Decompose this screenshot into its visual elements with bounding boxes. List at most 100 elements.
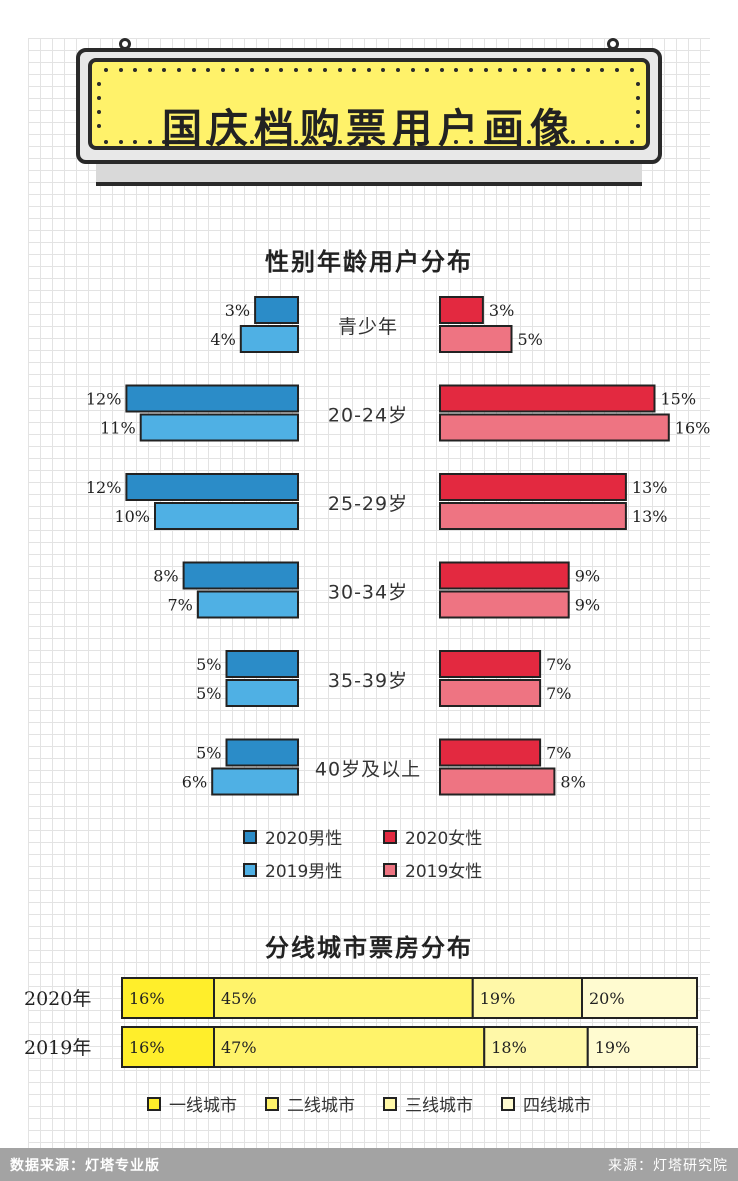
legend-tier3: 三线城市 <box>383 1091 473 1116</box>
sign-dot <box>220 68 225 72</box>
data-label: 3% <box>225 301 250 320</box>
sign-dot <box>571 68 576 72</box>
sign-dot <box>527 68 532 72</box>
bar <box>225 650 299 678</box>
sign-dot <box>556 140 561 144</box>
bar <box>439 767 556 796</box>
legend-swatch-tier2 <box>265 1096 279 1111</box>
sign-dot <box>323 68 327 72</box>
bar <box>125 384 300 413</box>
data-label: 5% <box>196 744 221 763</box>
sign-dot <box>410 68 415 72</box>
sign-dot <box>600 140 605 144</box>
sign-dot <box>104 68 108 72</box>
sign-dot <box>483 68 488 72</box>
sign-dot <box>235 140 240 144</box>
legend-label-tier2: 二线城市 <box>287 1096 355 1116</box>
legend-male-2019: 2019男性 <box>243 857 342 882</box>
sign-dot <box>381 140 386 144</box>
data-label: 7% <box>546 744 571 763</box>
bar <box>254 296 300 324</box>
data-label: 6% <box>182 773 207 792</box>
legend-label-female-2019: 2019女性 <box>405 862 483 882</box>
gender-age-pyramid-chart: 青少年3%4%3%5%20-24岁12%11%15%16%25-29岁12%10… <box>86 296 710 796</box>
legend-label-tier1: 一线城市 <box>169 1096 237 1116</box>
legend-swatch-female-2019 <box>383 862 397 877</box>
sign-dot <box>615 140 619 144</box>
sign-dot <box>636 124 640 128</box>
data-label: 12% <box>86 390 122 409</box>
data-label: 9% <box>575 596 600 615</box>
footer-source-right: 来源：灯塔研究院 <box>608 1158 728 1174</box>
legend-female-2019: 2019女性 <box>383 857 482 882</box>
sign-dot <box>97 96 101 100</box>
bar <box>196 590 299 619</box>
category-label: 20-24岁 <box>328 405 408 427</box>
sign-dot <box>133 68 138 72</box>
sign-board: 国庆档购票用户画像 <box>76 48 662 164</box>
sign-dot <box>264 68 269 72</box>
legend-tier1: 一线城市 <box>147 1091 237 1116</box>
sign-dot <box>250 68 254 72</box>
sign-dot <box>542 140 546 144</box>
legend-swatch-male-2019 <box>243 862 257 877</box>
data-label: 3% <box>489 301 514 320</box>
bar <box>439 325 513 353</box>
sign-panel: 国庆档购票用户画像 <box>88 58 650 152</box>
sign-dot <box>220 140 225 144</box>
data-label: 15% <box>661 390 697 409</box>
category-label: 35-39岁 <box>328 670 408 692</box>
data-label: 5% <box>196 655 221 674</box>
sign-dot <box>615 68 619 72</box>
bar <box>125 473 300 501</box>
data-label: 12% <box>86 478 122 497</box>
bar <box>154 502 299 530</box>
sign-dot <box>636 82 640 86</box>
data-label: 10% <box>114 507 150 526</box>
sign-dot <box>585 68 590 72</box>
sign-dot <box>308 140 313 144</box>
sign-dot <box>118 68 123 72</box>
legend-swatch-female-2020 <box>383 829 397 844</box>
sign-dot <box>133 140 138 144</box>
sign-dot <box>439 140 444 144</box>
sign-shelf <box>96 164 642 186</box>
sign-dot <box>162 68 167 72</box>
sign-dot <box>97 124 101 128</box>
sign-dot <box>97 82 101 86</box>
data-label: 11% <box>100 419 136 438</box>
sign-dot <box>293 68 298 72</box>
legend-female-2020: 2020女性 <box>383 824 482 849</box>
sign-dot <box>177 140 181 144</box>
data-label: 7% <box>546 684 571 703</box>
sign-dot <box>293 140 298 144</box>
bar <box>439 561 570 590</box>
sign-dot <box>250 140 254 144</box>
data-label: 4% <box>210 330 235 349</box>
sign-dot <box>162 140 167 144</box>
city-tier-title: 分线城市票房分布 <box>265 934 473 962</box>
data-label: 5% <box>518 330 543 349</box>
footer-bar: 数据来源：灯塔专业版 来源：灯塔研究院 <box>0 1148 738 1181</box>
sign-dot <box>235 68 240 72</box>
sign-dot <box>636 110 640 114</box>
sign-dot <box>512 68 517 72</box>
sign-dot <box>483 140 488 144</box>
sign-dot <box>147 140 152 144</box>
data-label: 13% <box>632 507 668 526</box>
data-label: 9% <box>575 567 600 586</box>
legend-swatch-tier1 <box>147 1096 161 1111</box>
sign-dot <box>454 140 459 144</box>
grid-background <box>28 38 710 1150</box>
sign-dot <box>396 140 400 144</box>
legend-swatch-male-2020 <box>243 829 257 844</box>
sign-dot <box>206 140 211 144</box>
footer-source-left: 数据来源：灯塔专业版 <box>10 1158 160 1174</box>
sign-dot <box>191 140 196 144</box>
sign-dot <box>425 68 430 72</box>
sign-dot <box>498 68 503 72</box>
sign-dot <box>556 68 561 72</box>
sign-dot <box>352 68 357 72</box>
sign-dot <box>352 140 357 144</box>
sign-dot <box>542 68 546 72</box>
